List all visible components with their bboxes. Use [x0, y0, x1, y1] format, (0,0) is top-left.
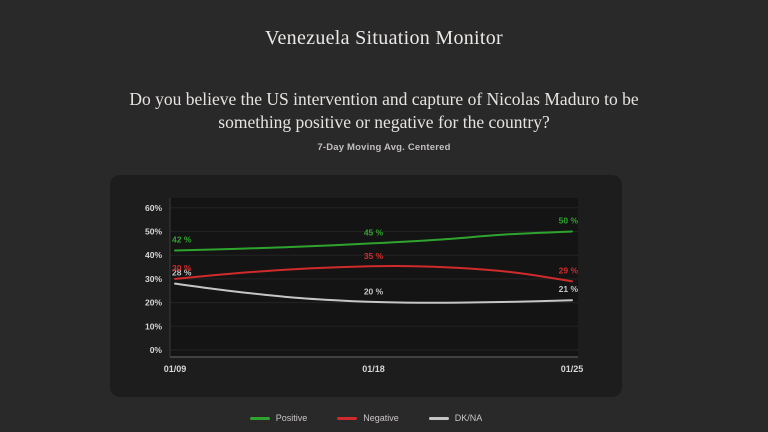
data-label-dkna: 28 % [172, 268, 192, 278]
x-tick-label: 01/18 [362, 364, 385, 374]
page-title: Venezuela Situation Monitor [264, 27, 504, 49]
series-line-negative[interactable] [174, 265, 573, 283]
data-label-positive: 45 % [364, 227, 384, 237]
chart-legend: Positive Negative DK/NA [110, 410, 622, 426]
legend-swatch-negative [337, 416, 358, 420]
y-tick-label: 50% [145, 227, 162, 237]
chart-subtitle: 7-Day Moving Avg. Centered [317, 142, 451, 153]
data-label-dkna: 21 % [559, 284, 579, 294]
data-label-dkna: 20 % [364, 287, 384, 297]
y-tick-label: 20% [145, 298, 162, 308]
question-text: Do you believe the US intervention and c… [0, 88, 768, 134]
legend-label-dkna: DK/NA [454, 413, 483, 423]
y-tick-label: 0% [150, 345, 163, 355]
data-label-negative: 29 % [559, 265, 579, 275]
data-label-positive: 42 % [172, 234, 192, 244]
x-tick-label: 01/09 [164, 364, 187, 374]
x-tick-label: 01/25 [561, 364, 584, 374]
y-tick-label: 10% [145, 321, 162, 331]
question-line-1: Do you believe the US intervention and c… [129, 89, 639, 109]
legend-label-positive: Positive [275, 413, 308, 423]
chart-svg[interactable]: 0% 10% 20% 30% 40% 50% 60% 01/09 01/18 01/25 42 % 4… [110, 175, 622, 397]
legend-item-negative[interactable]: Negative [337, 413, 399, 423]
chart-panel: 0% 10% 20% 30% 40% 50% 60% 01/09 01/18 01/25 42 % 4… [110, 175, 622, 397]
legend-swatch-dkna [428, 416, 449, 420]
series-line-positive[interactable] [174, 230, 573, 252]
y-tick-label: 60% [145, 203, 162, 213]
legend-item-positive[interactable]: Positive [249, 413, 308, 423]
y-tick-label: 40% [145, 250, 162, 260]
series-line-dkna[interactable] [174, 282, 573, 304]
data-label-negative: 35 % [364, 251, 384, 261]
legend-item-dkna[interactable]: DK/NA [428, 413, 483, 423]
data-label-positive: 50 % [559, 216, 579, 226]
legend-label-negative: Negative [363, 413, 399, 423]
question-line-2: something positive or negative for the c… [218, 112, 550, 132]
data-label-negative: 30 % [172, 263, 192, 273]
legend-swatch-positive [249, 416, 270, 420]
y-tick-label: 30% [145, 274, 162, 284]
plot-area[interactable] [170, 198, 578, 357]
